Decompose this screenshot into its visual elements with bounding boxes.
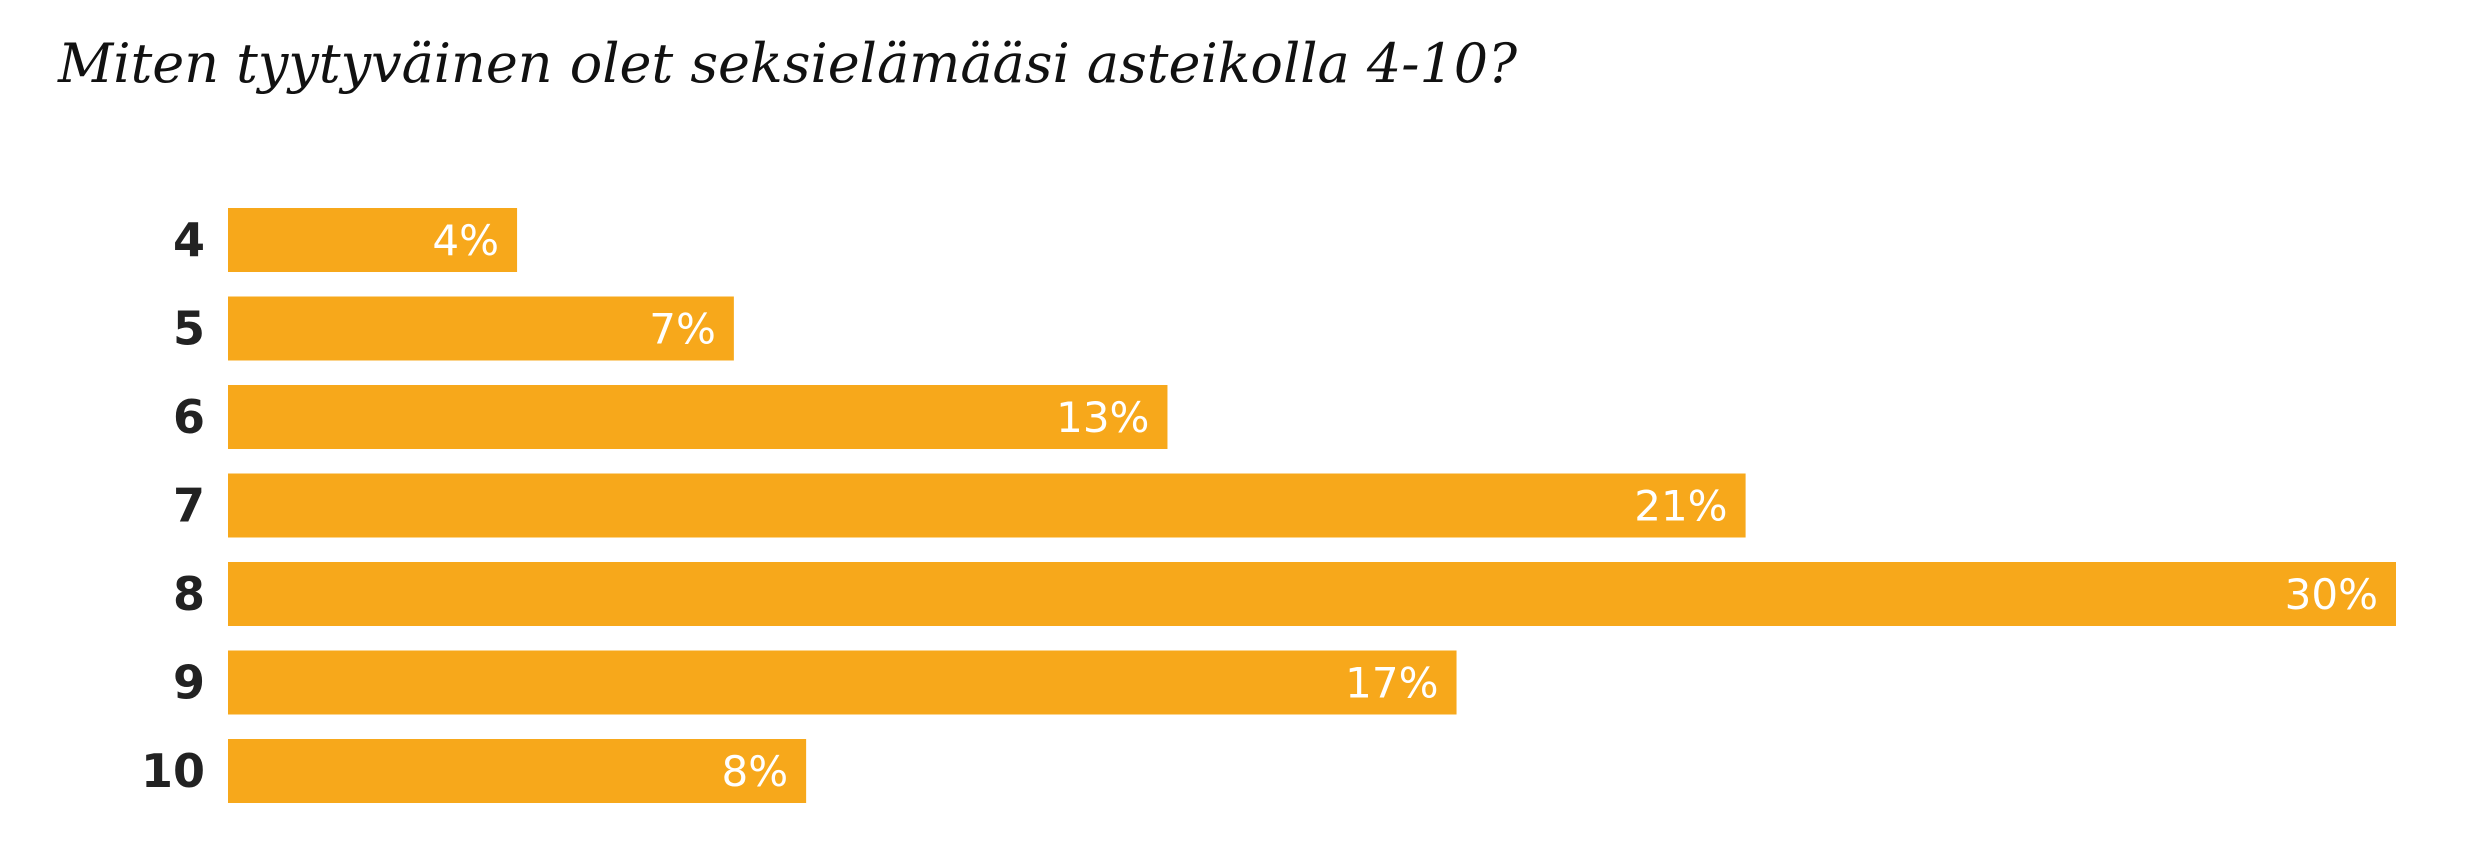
bar [228,208,518,272]
value-label: 8% [721,747,788,796]
bar [228,296,734,361]
category-label: 7 [173,479,205,533]
bar [228,739,807,803]
category-label: 9 [173,656,205,710]
value-label: 21% [1634,482,1727,531]
category-label: 10 [141,744,205,798]
bars-group: 4 4% 5 7% 6 13% 7 21% 8 30% 9 17% 10 8% [141,208,2396,803]
bar [228,385,1168,449]
value-label: 4% [432,216,499,265]
category-label: 8 [173,567,205,621]
category-label: 6 [173,390,205,444]
bar [228,562,2396,626]
value-label: 13% [1056,393,1149,442]
bar [228,650,1457,715]
value-label: 30% [2285,570,2378,619]
value-label: 7% [649,305,716,354]
chart-title: Miten tyytyväinen olet seksielämääsi ast… [58,32,1518,95]
category-label: 4 [173,213,205,267]
category-label: 5 [173,302,205,356]
value-label: 17% [1345,659,1438,708]
bar [228,473,1746,538]
